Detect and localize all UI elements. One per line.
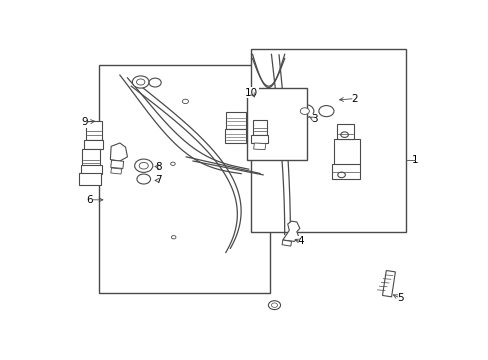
Text: 4: 4	[297, 237, 304, 246]
Bar	[333, 139, 359, 165]
Polygon shape	[110, 143, 127, 161]
Text: 5: 5	[396, 293, 403, 303]
Polygon shape	[253, 143, 265, 150]
Circle shape	[268, 301, 280, 310]
Bar	[252, 120, 267, 135]
Bar	[79, 174, 101, 185]
Bar	[225, 112, 245, 129]
Text: 9: 9	[81, 117, 88, 127]
Polygon shape	[282, 240, 291, 246]
Polygon shape	[382, 270, 395, 297]
Bar	[99, 66, 269, 293]
Circle shape	[139, 162, 148, 169]
Bar	[251, 135, 268, 143]
Bar	[250, 49, 405, 232]
Polygon shape	[111, 168, 122, 174]
Bar	[331, 164, 359, 179]
Text: 2: 2	[351, 94, 357, 104]
Bar	[82, 149, 100, 166]
Circle shape	[132, 76, 149, 88]
Circle shape	[300, 108, 309, 114]
Polygon shape	[282, 221, 299, 242]
Bar	[81, 165, 102, 174]
Text: 10: 10	[244, 87, 258, 98]
Text: 8: 8	[155, 162, 162, 172]
Text: 3: 3	[310, 114, 317, 125]
Circle shape	[134, 159, 153, 172]
Text: 6: 6	[86, 195, 93, 205]
Bar	[246, 87, 307, 159]
Circle shape	[149, 78, 161, 87]
Circle shape	[318, 105, 333, 117]
Circle shape	[136, 79, 144, 85]
Circle shape	[295, 104, 313, 118]
Bar	[84, 140, 102, 149]
Circle shape	[170, 162, 175, 166]
Polygon shape	[111, 160, 123, 168]
Bar	[85, 121, 102, 140]
Circle shape	[337, 172, 345, 177]
Text: 1: 1	[411, 155, 418, 165]
Circle shape	[137, 174, 150, 184]
Text: 7: 7	[155, 175, 162, 185]
Bar	[336, 123, 353, 139]
Circle shape	[271, 303, 277, 307]
Circle shape	[182, 99, 188, 104]
Circle shape	[171, 235, 176, 239]
Circle shape	[340, 132, 347, 138]
Bar	[224, 129, 245, 143]
